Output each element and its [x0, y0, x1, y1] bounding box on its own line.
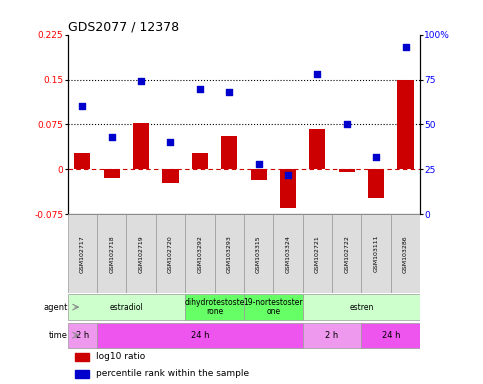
- Point: [167, 139, 174, 146]
- Text: 24 h: 24 h: [191, 331, 209, 340]
- Text: estradiol: estradiol: [110, 303, 143, 311]
- Text: 19-nortestoster
one: 19-nortestoster one: [243, 298, 303, 316]
- Text: GSM102722: GSM102722: [344, 235, 349, 273]
- Text: time: time: [49, 331, 68, 340]
- Bar: [133, 122, 149, 169]
- Bar: [221, 136, 237, 169]
- Point: [343, 121, 351, 127]
- Bar: [68, 323, 97, 348]
- Bar: [127, 214, 156, 293]
- Bar: [339, 169, 355, 172]
- Bar: [398, 79, 413, 169]
- Bar: [214, 214, 244, 293]
- Text: 24 h: 24 h: [382, 331, 400, 340]
- Text: log10 ratio: log10 ratio: [96, 352, 145, 361]
- Point: [226, 89, 233, 95]
- Bar: [303, 323, 361, 348]
- Text: GSM102718: GSM102718: [109, 235, 114, 273]
- Bar: [361, 214, 391, 293]
- Text: GSM103315: GSM103315: [256, 235, 261, 273]
- Bar: [309, 129, 326, 169]
- Text: 2 h: 2 h: [326, 331, 339, 340]
- Point: [402, 44, 410, 50]
- Text: GSM103292: GSM103292: [198, 235, 202, 273]
- Bar: [162, 169, 179, 183]
- Point: [284, 172, 292, 178]
- Bar: [280, 169, 296, 209]
- Point: [255, 161, 262, 167]
- Point: [372, 154, 380, 160]
- Bar: [361, 323, 420, 348]
- Text: agent: agent: [43, 303, 68, 311]
- Point: [108, 134, 115, 140]
- Bar: [303, 214, 332, 293]
- Bar: [332, 214, 361, 293]
- Bar: [192, 153, 208, 169]
- Bar: [244, 214, 273, 293]
- Bar: [303, 295, 420, 320]
- Bar: [368, 169, 384, 198]
- Bar: [156, 214, 185, 293]
- Bar: [75, 353, 89, 361]
- Bar: [273, 214, 303, 293]
- Bar: [251, 169, 267, 180]
- Text: GDS2077 / 12378: GDS2077 / 12378: [68, 20, 179, 33]
- Point: [196, 85, 204, 91]
- Bar: [244, 295, 303, 320]
- Text: percentile rank within the sample: percentile rank within the sample: [96, 369, 249, 378]
- Point: [313, 71, 321, 77]
- Point: [137, 78, 145, 84]
- Bar: [391, 214, 420, 293]
- Bar: [97, 214, 127, 293]
- Bar: [74, 153, 90, 169]
- Text: 2 h: 2 h: [76, 331, 89, 340]
- Text: GSM102720: GSM102720: [168, 235, 173, 273]
- Bar: [68, 214, 97, 293]
- Text: dihydrotestoste
rone: dihydrotestoste rone: [185, 298, 245, 316]
- Text: GSM103324: GSM103324: [285, 235, 290, 273]
- Bar: [75, 370, 89, 378]
- Text: GSM103293: GSM103293: [227, 235, 232, 273]
- Text: GSM103286: GSM103286: [403, 235, 408, 273]
- Bar: [104, 169, 120, 179]
- Bar: [185, 295, 244, 320]
- Bar: [185, 214, 214, 293]
- Text: GSM102717: GSM102717: [80, 235, 85, 273]
- Text: estren: estren: [349, 303, 374, 311]
- Bar: [68, 295, 185, 320]
- Text: GSM102721: GSM102721: [315, 235, 320, 273]
- Point: [78, 103, 86, 109]
- Bar: [97, 323, 303, 348]
- Text: GSM102719: GSM102719: [139, 235, 143, 273]
- Text: GSM103111: GSM103111: [374, 235, 379, 273]
